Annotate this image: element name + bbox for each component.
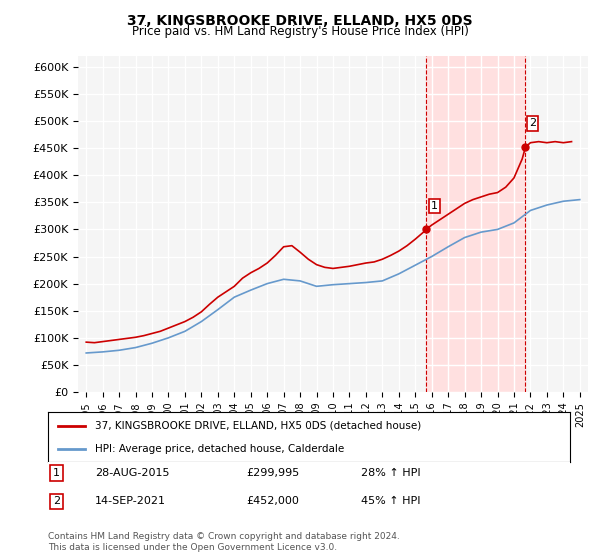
Text: HPI: Average price, detached house, Calderdale: HPI: Average price, detached house, Cald… (95, 445, 344, 454)
Text: £299,995: £299,995 (247, 468, 299, 478)
Text: £452,000: £452,000 (247, 496, 299, 506)
Text: 2: 2 (53, 496, 61, 506)
Text: 45% ↑ HPI: 45% ↑ HPI (361, 496, 421, 506)
Text: 1: 1 (431, 201, 438, 211)
Text: 37, KINGSBROOKE DRIVE, ELLAND, HX5 0DS (detached house): 37, KINGSBROOKE DRIVE, ELLAND, HX5 0DS (… (95, 421, 421, 431)
Text: Contains HM Land Registry data © Crown copyright and database right 2024.
This d: Contains HM Land Registry data © Crown c… (48, 532, 400, 552)
Text: 28-AUG-2015: 28-AUG-2015 (95, 468, 169, 478)
Bar (426, 56, 526, 392)
Text: 37, KINGSBROOKE DRIVE, ELLAND, HX5 0DS: 37, KINGSBROOKE DRIVE, ELLAND, HX5 0DS (127, 14, 473, 28)
Text: 2: 2 (529, 119, 536, 128)
Text: 1: 1 (53, 468, 60, 478)
Text: 14-SEP-2021: 14-SEP-2021 (95, 496, 166, 506)
Text: Price paid vs. HM Land Registry's House Price Index (HPI): Price paid vs. HM Land Registry's House … (131, 25, 469, 38)
Text: 28% ↑ HPI: 28% ↑ HPI (361, 468, 421, 478)
